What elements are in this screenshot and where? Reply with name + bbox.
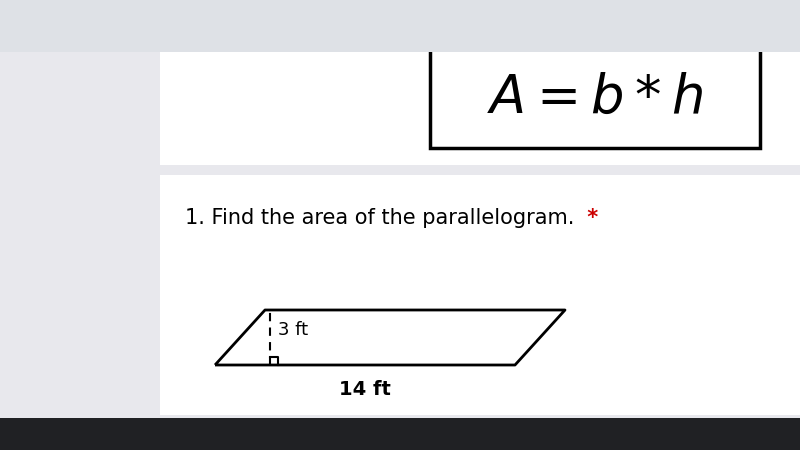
Text: $\mathit{A} = \mathit{b} * \mathit{h}$: $\mathit{A} = \mathit{b} * \mathit{h}$	[487, 72, 703, 124]
Bar	[430, 48, 760, 148]
Text: 3 ft: 3 ft	[278, 321, 308, 339]
Text: 14 ft: 14 ft	[339, 380, 391, 399]
Text: 1. Find the area of the parallelogram.: 1. Find the area of the parallelogram.	[185, 208, 574, 228]
Text: *: *	[580, 208, 598, 228]
